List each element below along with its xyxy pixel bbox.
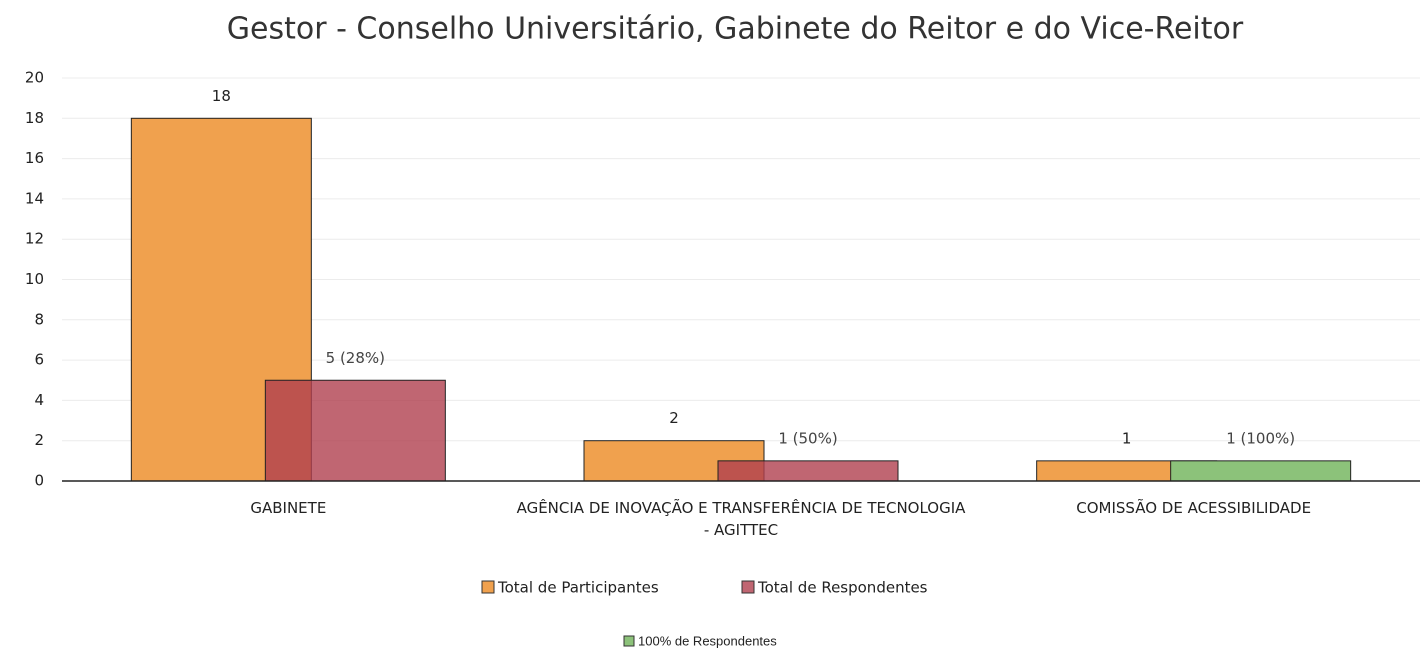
y-tick-label: 20 (25, 69, 44, 87)
data-label: 5 (28%) (326, 349, 385, 367)
data-label: 2 (669, 409, 679, 427)
x-tick-label-box: GABINETE (250, 499, 327, 517)
legend-label: Total de Participantes (497, 579, 659, 597)
y-tick-label: 4 (34, 391, 44, 409)
data-label: 1 (100%) (1226, 429, 1295, 447)
y-tick-label: 16 (25, 149, 44, 167)
x-tick-label-box: COMISSÃO DE ACESSIBILIDADE (1076, 499, 1312, 517)
y-tick-label: 6 (34, 351, 44, 369)
legend-label: Total de Respondentes (757, 579, 928, 597)
data-label: 1 (50%) (778, 429, 837, 447)
y-tick-label: 18 (25, 109, 44, 127)
y-tick-label: 0 (34, 472, 44, 490)
y-tick-label: 2 (34, 431, 44, 449)
data-label: 18 (212, 87, 231, 105)
data-label: 1 (1122, 429, 1132, 447)
bar (264, 379, 446, 482)
legend-label: 100% de Respondentes (638, 633, 777, 648)
legend-swatch (741, 580, 755, 594)
x-tick-label: AGÊNCIA DE INOVAÇÃO E TRANSFERÊNCIA DE T… (516, 499, 966, 539)
legend-swatch (623, 635, 635, 647)
bar (717, 460, 899, 482)
y-tick-label: 10 (25, 270, 44, 288)
x-tick-label: GABINETE (250, 499, 327, 517)
chart-title: Gestor - Conselho Universitário, Gabinet… (227, 12, 1244, 47)
x-tick-label-box: AGÊNCIA DE INOVAÇÃO E TRANSFERÊNCIA DE T… (516, 499, 966, 539)
x-tick-label: COMISSÃO DE ACESSIBILIDADE (1076, 499, 1312, 517)
bar (1170, 460, 1352, 482)
legend-swatch (481, 580, 495, 594)
y-tick-label: 14 (25, 189, 44, 207)
y-tick-label: 12 (25, 230, 44, 248)
y-tick-label: 8 (34, 310, 44, 328)
